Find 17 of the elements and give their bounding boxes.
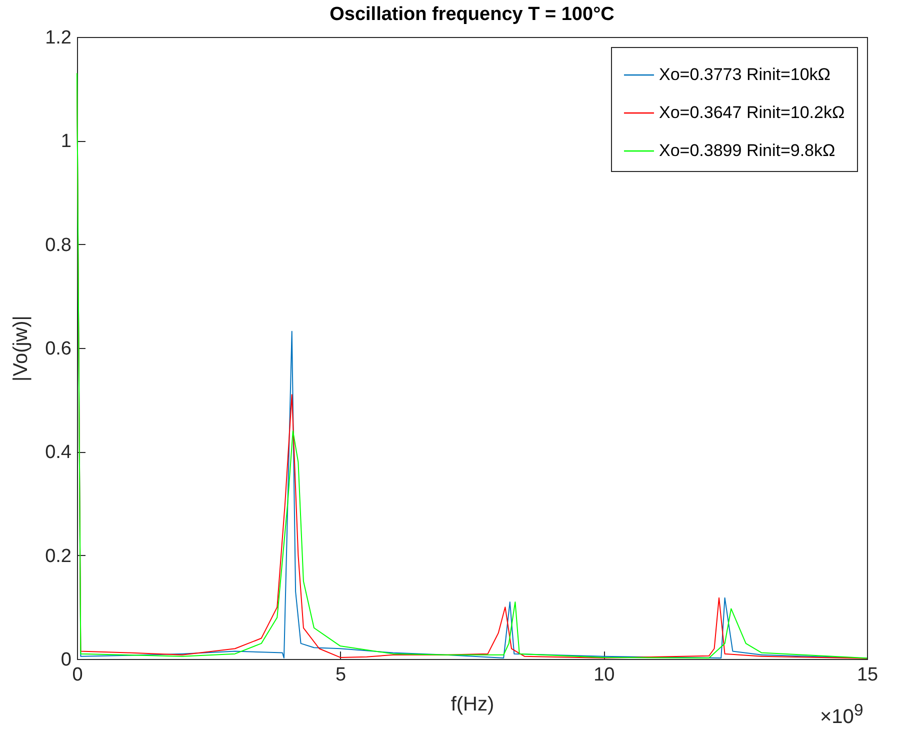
x-tick-label: 15 [856, 664, 878, 686]
legend-label: Xo=0.3899 Rinit=9.8kΩ [659, 141, 836, 160]
legend-label: Xo=0.3773 Rinit=10kΩ [659, 65, 830, 84]
x-tick-label: 10 [594, 664, 615, 686]
y-tick-label: 0.4 [45, 442, 72, 464]
y-tick-label: 0.2 [45, 546, 72, 567]
y-tick-label: 1 [60, 131, 72, 152]
legend-label: Xo=0.3647 Rinit=10.2kΩ [659, 103, 845, 122]
y-tick-label: 0 [60, 650, 72, 670]
chart-title: Oscillation frequency T = 100°C [330, 4, 615, 25]
x-axis-title: f(Hz) [450, 694, 494, 716]
y-tick-label: 1.2 [45, 28, 72, 48]
y-axis-title: |Vo(jw)| [10, 316, 32, 382]
text: ×10$^{9}$ [820, 700, 864, 728]
y-tick-label: 0.8 [45, 234, 72, 256]
x-tick-label: 5 [336, 664, 346, 686]
y-tick-label: 0.6 [45, 338, 72, 360]
